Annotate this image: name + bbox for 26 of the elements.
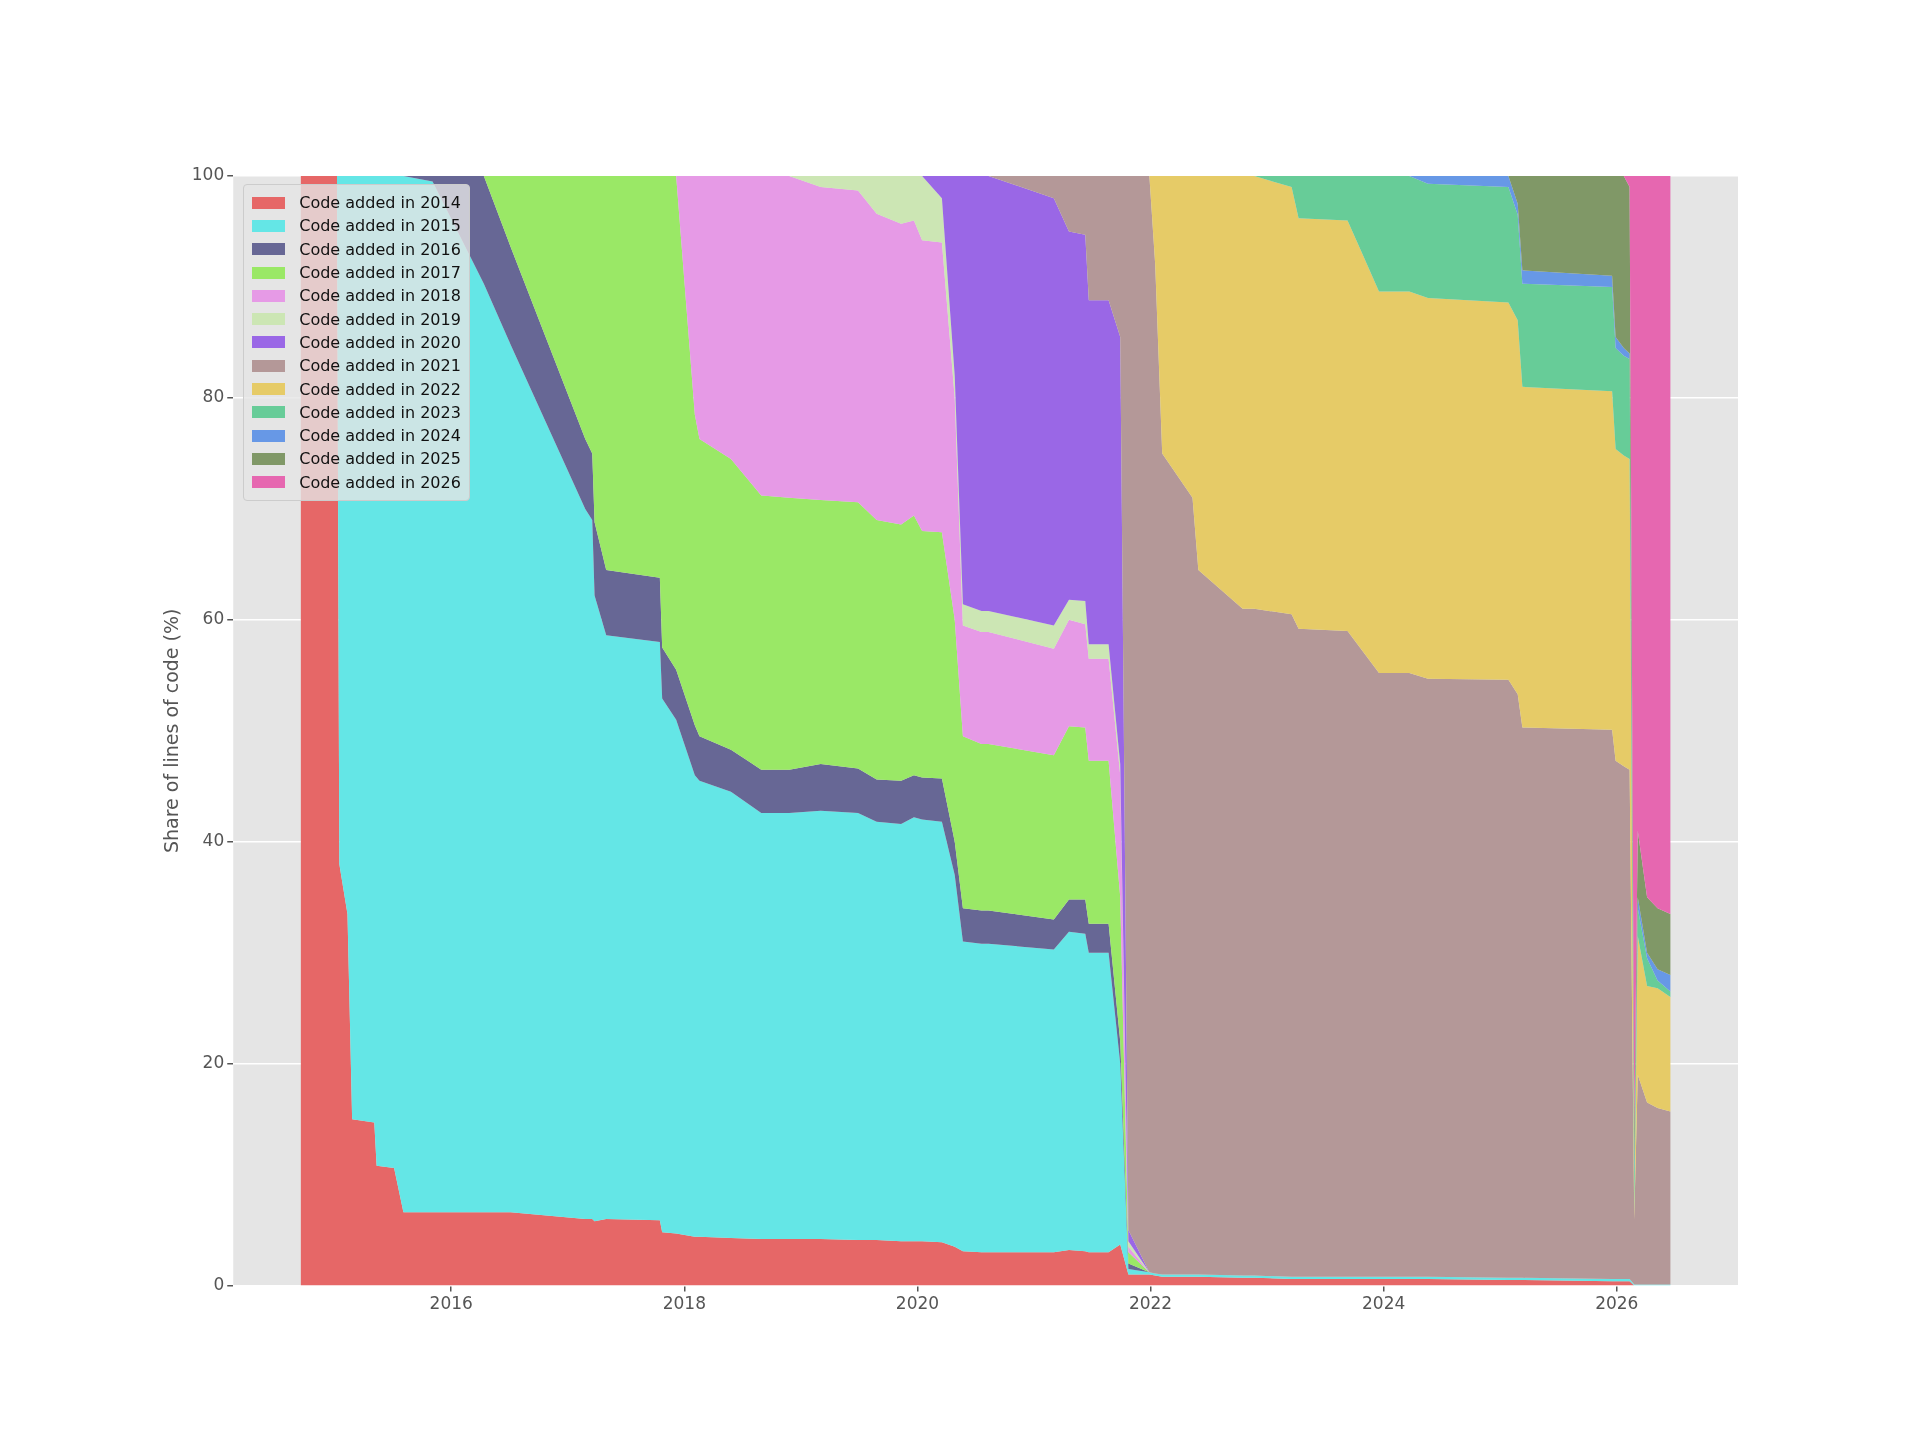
legend-label: Code added in 2018	[299, 286, 461, 306]
legend-label: Code added in 2026	[299, 472, 461, 492]
x-tick-label: 2026	[1595, 1293, 1639, 1314]
x-tick-label: 2024	[1362, 1293, 1406, 1314]
legend-label: Code added in 2023	[299, 402, 461, 422]
legend-label: Code added in 2017	[299, 263, 461, 283]
legend-label: Code added in 2024	[299, 426, 461, 446]
x-tick-label: 2022	[1128, 1293, 1173, 1314]
legend-label: Code added in 2021	[299, 356, 461, 376]
legend-label: Code added in 2025	[299, 449, 461, 469]
legend-label: Code added in 2014	[299, 193, 461, 213]
y-tick-label: 20	[202, 1052, 225, 1073]
legend-label: Code added in 2015	[299, 216, 461, 236]
y-tick-label: 0	[213, 1274, 225, 1295]
legend-label: Code added in 2020	[299, 332, 461, 352]
legend-label: Code added in 2022	[299, 379, 461, 399]
y-tick-label: 40	[202, 830, 225, 851]
legend-label: Code added in 2016	[299, 239, 461, 259]
x-tick-label: 2018	[662, 1293, 706, 1314]
y-tick-label: 80	[202, 386, 225, 407]
x-tick-label: 2020	[895, 1293, 940, 1314]
y-tick-label: 100	[191, 164, 225, 185]
legend-label: Code added in 2019	[299, 309, 461, 329]
y-tick-label: 60	[202, 608, 225, 629]
y-axis-title: Share of lines of code (%)	[160, 608, 183, 854]
x-tick-label: 2016	[429, 1293, 473, 1314]
